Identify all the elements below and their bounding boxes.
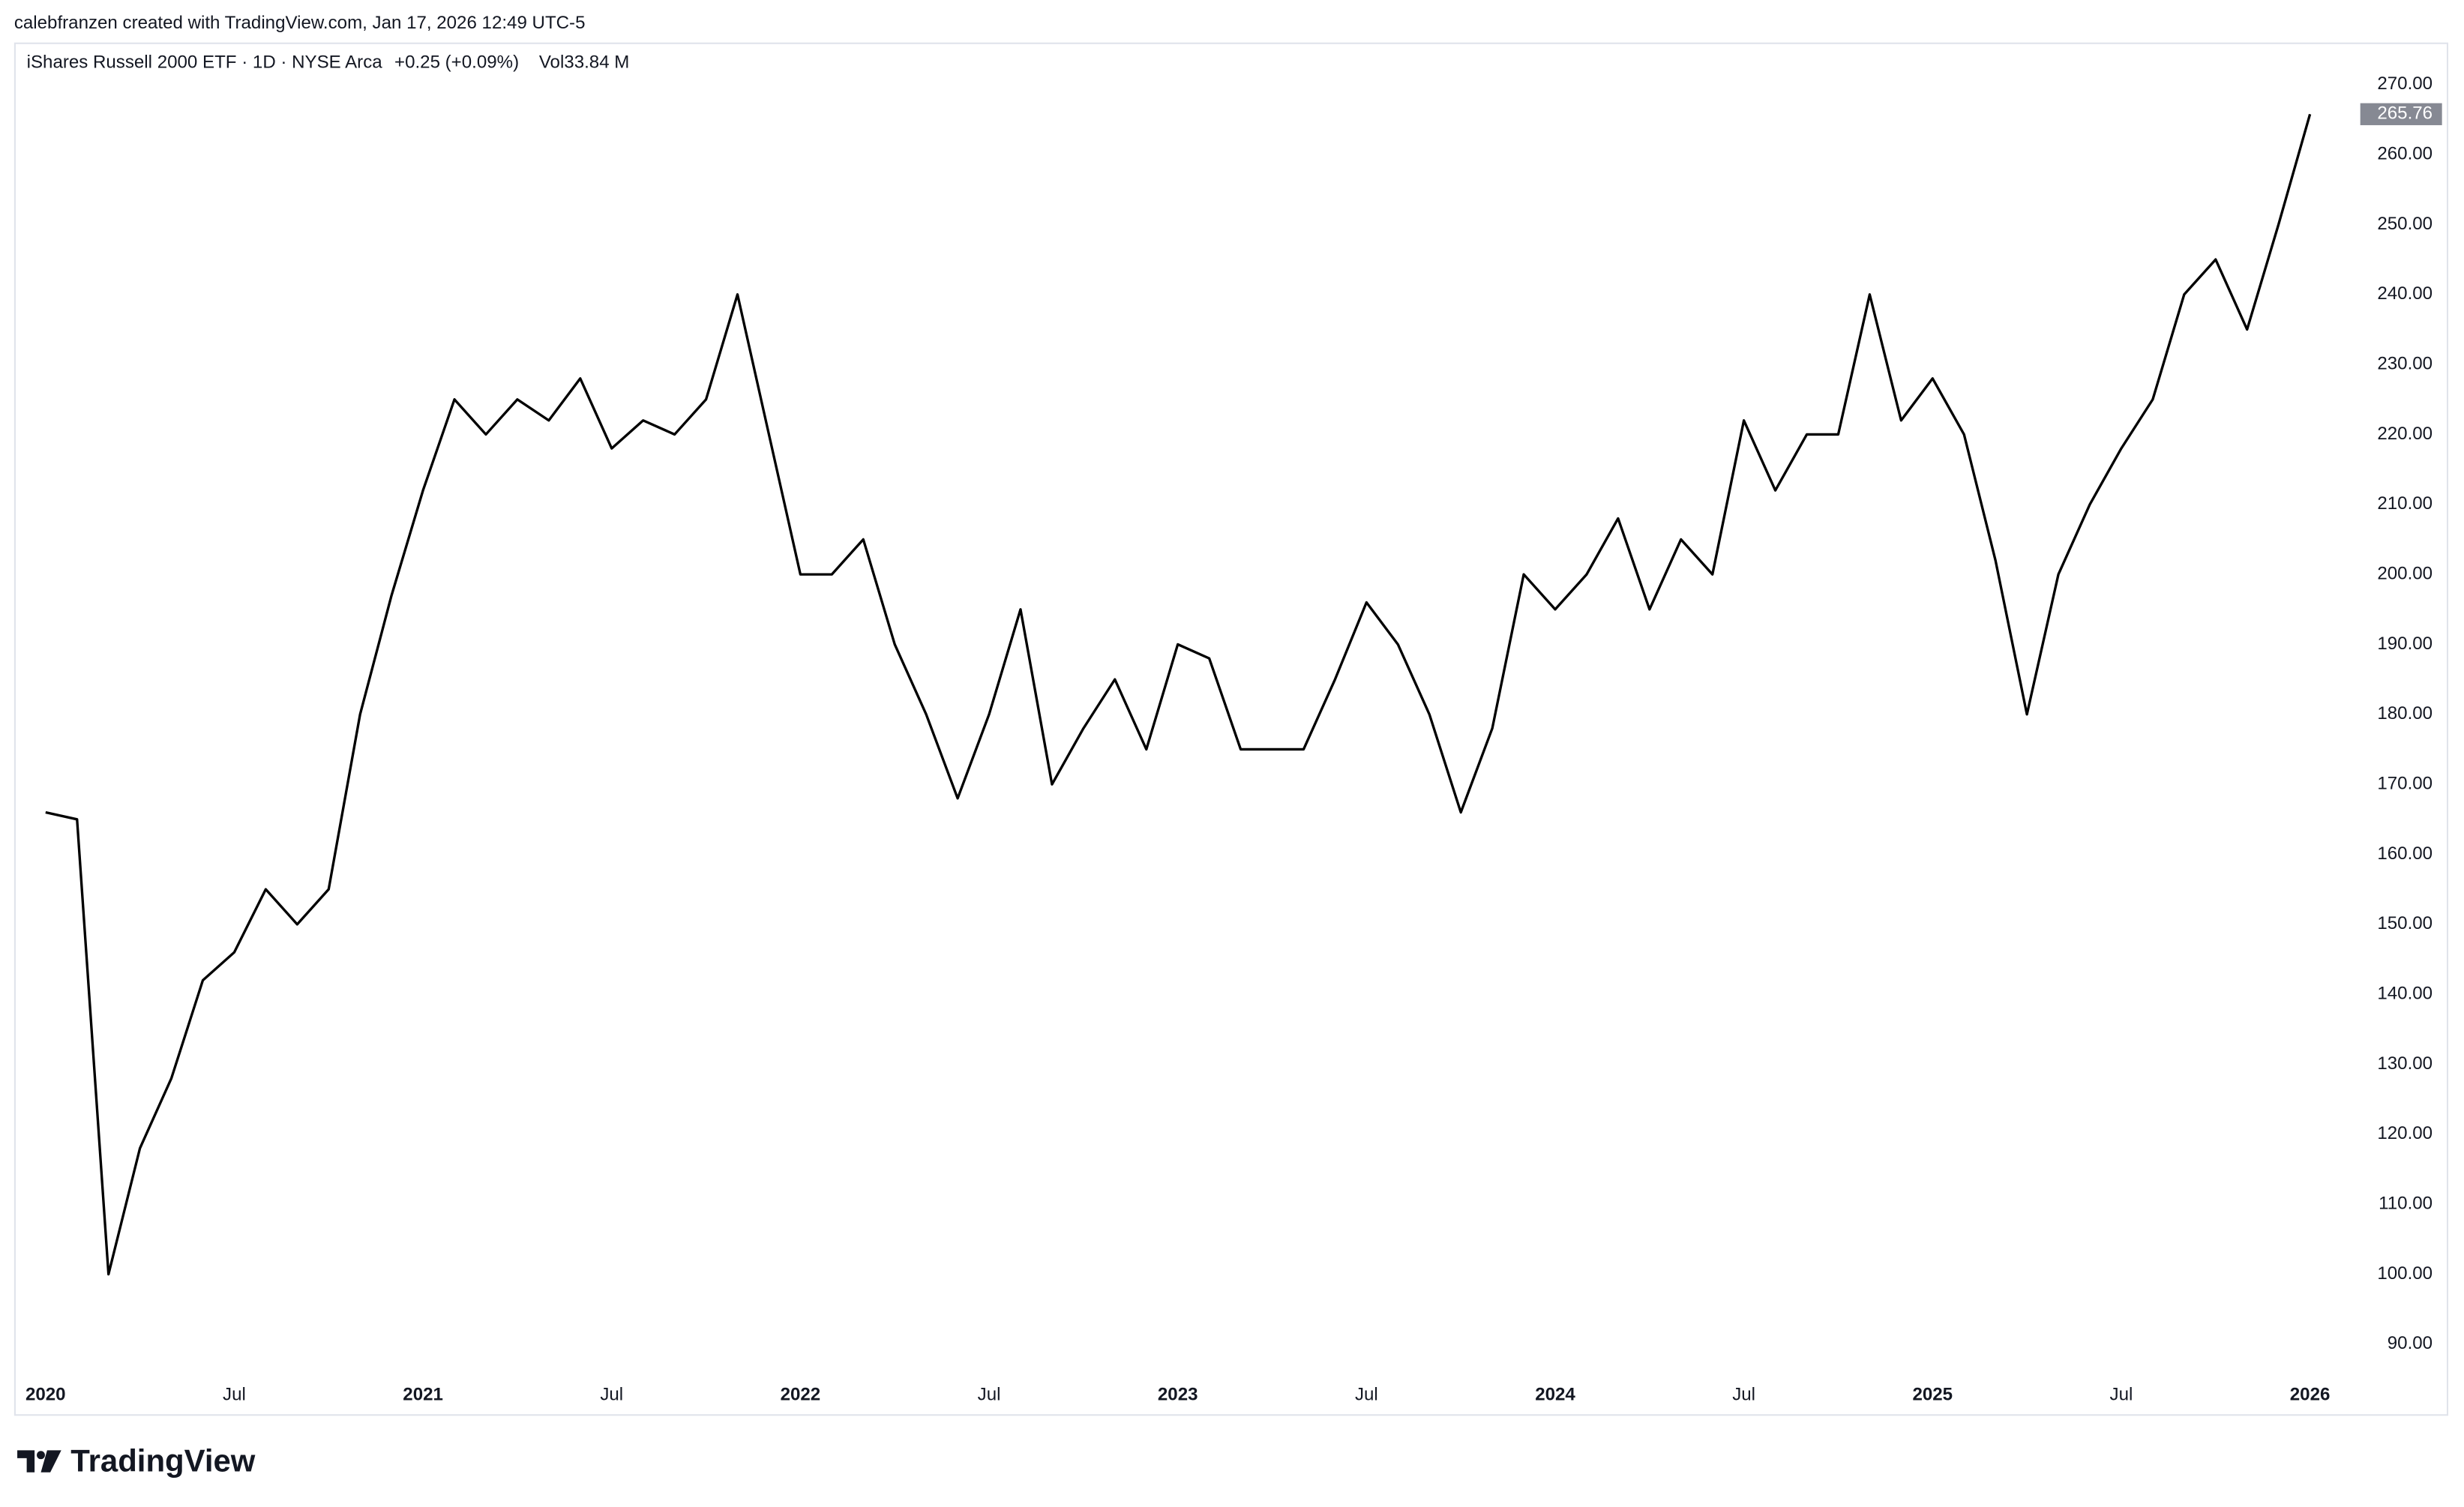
last-price-label: 265.76 bbox=[2377, 103, 2433, 124]
x-tick-label: 2020 bbox=[25, 1384, 66, 1404]
x-tick-label: 2021 bbox=[403, 1384, 443, 1404]
x-tick-label: Jul bbox=[1355, 1384, 1378, 1404]
x-tick-label: 2026 bbox=[2290, 1384, 2331, 1404]
y-tick-label: 170.00 bbox=[2377, 774, 2433, 794]
x-tick-label: Jul bbox=[2110, 1384, 2133, 1404]
x-tick-label: Jul bbox=[978, 1384, 1001, 1404]
y-tick-label: 110.00 bbox=[2379, 1194, 2433, 1214]
credit: calebfranzen created with TradingView.co… bbox=[14, 13, 586, 33]
logo: TradingView bbox=[17, 1443, 256, 1478]
x-tick-label: Jul bbox=[223, 1384, 246, 1404]
chart-frame bbox=[13, 42, 2449, 1416]
x-tick-label: Jul bbox=[600, 1384, 623, 1404]
change: +0.25 (+0.09%) bbox=[394, 52, 519, 72]
y-tick-label: 130.00 bbox=[2377, 1053, 2433, 1074]
y-tick-label: 270.00 bbox=[2377, 73, 2433, 94]
volume: Vol33.84 M bbox=[539, 52, 630, 72]
y-tick-label: 120.00 bbox=[2377, 1123, 2433, 1143]
y-tick-label: 250.00 bbox=[2377, 214, 2433, 234]
y-tick-label: 90.00 bbox=[2388, 1333, 2433, 1353]
y-tick-label: 240.00 bbox=[2377, 283, 2433, 304]
y-tick-label: 150.00 bbox=[2377, 913, 2433, 933]
y-tick-label: 220.00 bbox=[2377, 424, 2433, 444]
logo-mark bbox=[40, 1450, 61, 1473]
x-tick-label: 2025 bbox=[1912, 1384, 1953, 1404]
logo-mark bbox=[17, 1450, 35, 1473]
y-tick-label: 180.00 bbox=[2377, 703, 2433, 724]
price-line bbox=[45, 113, 2312, 1276]
x-tick-label: 2024 bbox=[1535, 1384, 1575, 1404]
y-tick-label: 160.00 bbox=[2377, 843, 2433, 864]
y-tick-label: 210.00 bbox=[2377, 493, 2433, 514]
x-tick-label: 2022 bbox=[781, 1384, 821, 1404]
brand: TradingView bbox=[70, 1443, 255, 1478]
y-tick-label: 190.00 bbox=[2377, 634, 2433, 654]
last-price-box bbox=[2360, 103, 2442, 125]
y-tick-label: 230.00 bbox=[2377, 353, 2433, 373]
y-tick-label: 140.00 bbox=[2377, 984, 2433, 1004]
x-tick-label: 2023 bbox=[1158, 1384, 1198, 1404]
chart-title: iShares Russell 2000 ETF · 1D · NYSE Arc… bbox=[27, 52, 383, 72]
y-tick-label: 100.00 bbox=[2377, 1263, 2433, 1284]
y-tick-label: 200.00 bbox=[2377, 563, 2433, 583]
logo-mark bbox=[37, 1451, 45, 1460]
x-tick-label: Jul bbox=[1732, 1384, 1755, 1404]
y-tick-label: 260.00 bbox=[2377, 143, 2433, 163]
